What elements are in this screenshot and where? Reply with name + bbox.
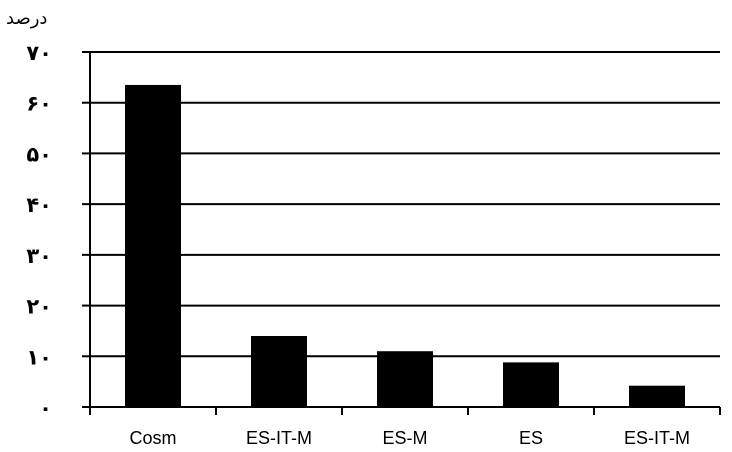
bar bbox=[377, 351, 433, 407]
bar bbox=[503, 362, 559, 407]
bar bbox=[125, 84, 181, 407]
y-tick-label: ۲۰ bbox=[26, 295, 52, 319]
y-tick-label: ۷۰ bbox=[26, 41, 52, 65]
x-tick-label: ES-IT-M bbox=[246, 428, 312, 448]
x-tick-label: ES bbox=[519, 428, 543, 448]
y-tick-label: ۰ bbox=[39, 396, 52, 420]
x-tick-label: ES-M bbox=[383, 428, 428, 448]
y-tick-label: ۶۰ bbox=[26, 92, 52, 116]
y-tick-label: ۴۰ bbox=[26, 193, 52, 217]
gridlines bbox=[90, 51, 720, 358]
bar bbox=[251, 336, 307, 407]
bar bbox=[629, 385, 685, 407]
y-tick-labels: ۰ ۱۰ ۲۰ ۳۰ ۴۰ ۵۰ ۶۰ ۷۰ bbox=[26, 41, 52, 420]
x-tick-labels: Cosm ES-IT-M ES-M ES ES-IT-M bbox=[129, 428, 690, 448]
bars bbox=[125, 84, 685, 407]
y-tick-label: ۵۰ bbox=[26, 142, 52, 166]
x-tick-label: ES-IT-M bbox=[624, 428, 690, 448]
y-tick-label: ۳۰ bbox=[26, 244, 52, 268]
y-axis-title: درصد bbox=[6, 8, 47, 29]
y-tick-label: ۱۰ bbox=[26, 345, 52, 369]
axes bbox=[82, 51, 721, 415]
x-tick-label: Cosm bbox=[129, 428, 176, 448]
